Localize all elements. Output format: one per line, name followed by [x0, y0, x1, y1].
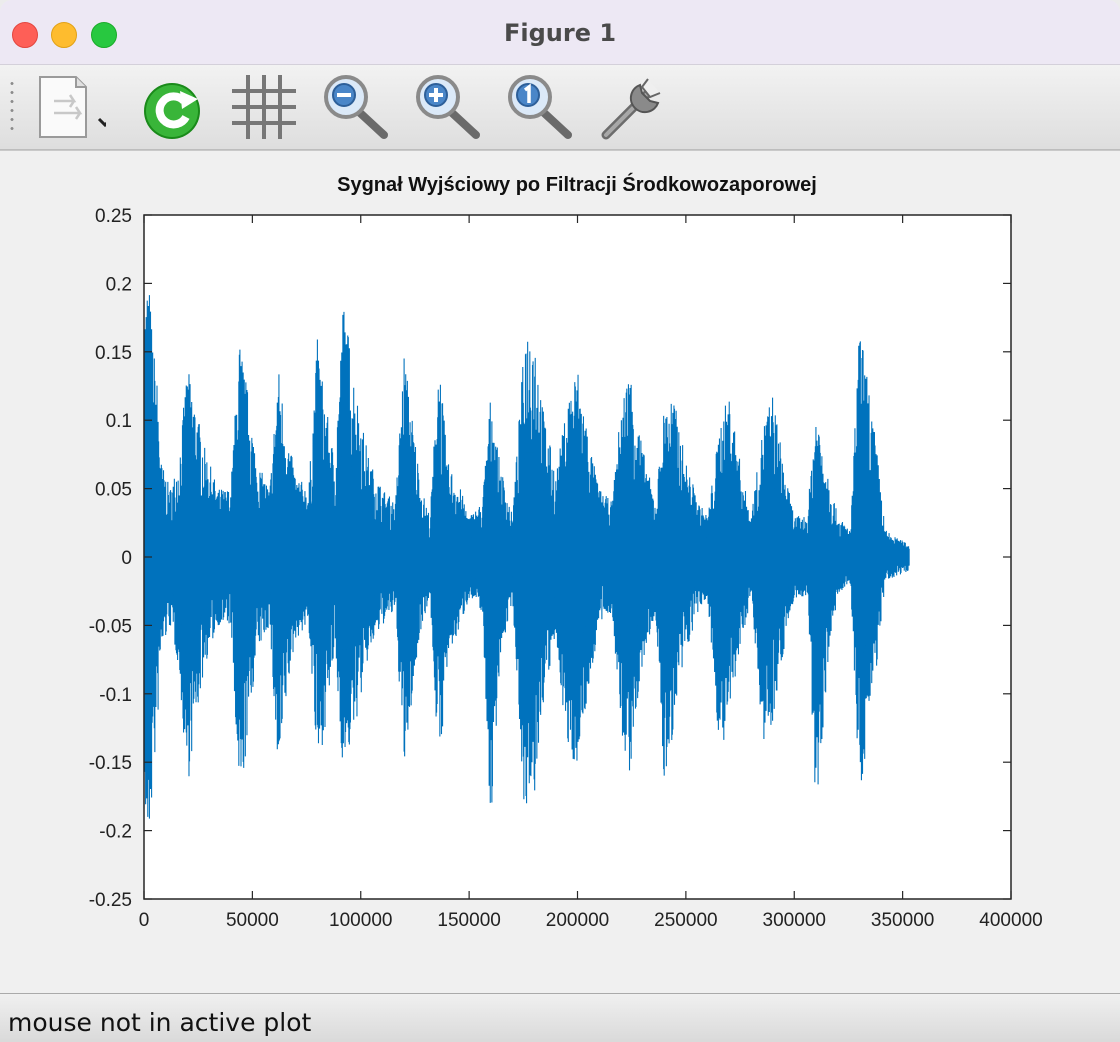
y-tick-label: 0.15 [95, 343, 132, 364]
zoom-in-button[interactable] [412, 71, 484, 143]
y-tick-label: 0 [121, 548, 132, 569]
x-tick-label: 50000 [226, 910, 279, 931]
grid-icon [232, 75, 296, 139]
y-tick-label: -0.25 [89, 890, 132, 911]
y-tick-label: 0.2 [106, 274, 132, 295]
y-tick-label: -0.1 [99, 685, 132, 706]
x-tick-label: 0 [139, 910, 150, 931]
x-tick-label: 400000 [979, 910, 1042, 931]
zoom-1-icon [508, 75, 572, 139]
y-tick-label: -0.2 [99, 822, 132, 843]
reset-axes-button[interactable] [136, 71, 208, 143]
chart-title: Sygnał Wyjściowy po Filtracji Środkowoza… [337, 172, 817, 196]
signal-plot[interactable]: 0 50000 100000 150000 200000 250000 300000 3500… [0, 151, 1120, 993]
zoom-in-icon [416, 75, 480, 139]
signal-core-band [144, 427, 910, 693]
title-bar[interactable]: Figure 1 [0, 0, 1120, 65]
window-title: Figure 1 [503, 19, 617, 47]
toolbar-grip[interactable] [10, 79, 14, 135]
y-tick-label: -0.15 [89, 753, 132, 774]
maximize-window-button[interactable] [91, 22, 117, 48]
close-window-button[interactable] [12, 22, 38, 48]
figure-properties-button[interactable] [596, 71, 668, 143]
x-tick-label: 100000 [329, 910, 392, 931]
zoom-out-icon [324, 75, 388, 139]
figure-canvas[interactable]: 0 50000 100000 150000 200000 250000 300000 3500… [0, 150, 1120, 993]
figure-toolbar [0, 65, 1120, 150]
document-save-icon [39, 76, 106, 138]
x-tick-label: 150000 [437, 910, 500, 931]
status-text: mouse not in active plot [8, 1008, 312, 1037]
wrench-icon [601, 78, 661, 140]
save-figure-button[interactable] [34, 71, 106, 143]
minimize-window-button[interactable] [51, 22, 77, 48]
y-tick-label: 0.05 [95, 480, 132, 501]
x-tick-label: 250000 [654, 910, 717, 931]
axis-ticks: 0 50000 100000 150000 200000 250000 300000 3500… [89, 206, 1043, 931]
x-tick-label: 350000 [871, 910, 934, 931]
x-tick-label: 300000 [763, 910, 826, 931]
toggle-grid-button[interactable] [228, 71, 300, 143]
zoom-out-button[interactable] [320, 71, 392, 143]
y-tick-label: 0.1 [106, 411, 132, 432]
y-tick-label: 0.25 [95, 206, 132, 227]
status-bar: mouse not in active plot [0, 993, 1120, 1042]
y-tick-label: -0.05 [89, 616, 132, 637]
refresh-icon [144, 83, 200, 139]
x-tick-label: 200000 [546, 910, 609, 931]
zoom-reset-button[interactable] [504, 71, 576, 143]
